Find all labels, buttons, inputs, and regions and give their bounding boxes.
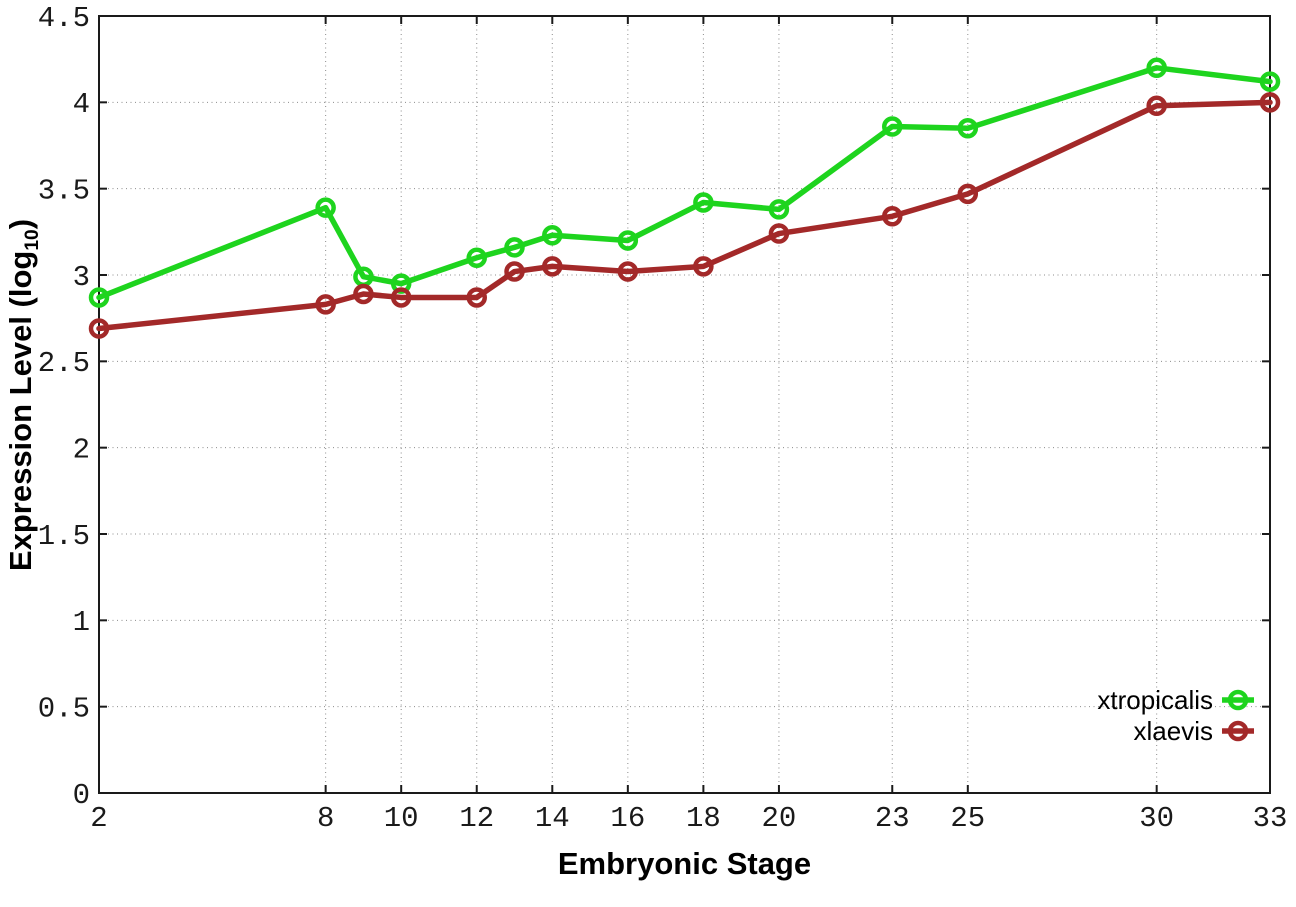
y-axis-title-suffix: ) xyxy=(3,218,38,230)
legend-label-xtropicalis: xtropicalis xyxy=(1097,685,1213,715)
data-point-xlaevis-stage-12 xyxy=(466,287,487,308)
y-tick-label: 3.5 xyxy=(38,175,90,208)
x-tick-label: 30 xyxy=(1139,802,1174,835)
x-tick-label: 23 xyxy=(875,802,910,835)
y-tick-label: 1 xyxy=(73,606,90,639)
x-tick-label: 8 xyxy=(317,802,334,835)
data-point-xlaevis-stage-8 xyxy=(315,294,336,315)
x-tick-label: 2 xyxy=(90,802,107,835)
data-point-xtropicalis-stage-20 xyxy=(768,199,790,220)
data-point-xtropicalis-stage-2 xyxy=(88,287,110,308)
data-point-xlaevis-stage-30 xyxy=(1146,95,1167,117)
x-tick-label: 25 xyxy=(950,802,985,835)
data-point-xtropicalis-stage-16 xyxy=(617,230,639,251)
data-point-xlaevis-stage-2 xyxy=(88,318,110,339)
y-tick-label: 1.5 xyxy=(38,520,90,553)
x-tick-label: 33 xyxy=(1253,802,1288,835)
data-point-xtropicalis-stage-33 xyxy=(1259,71,1281,92)
y-tick-label: 4 xyxy=(73,88,90,121)
data-point-xlaevis-stage-23 xyxy=(882,206,903,227)
y-axis-title: Expression Level (log10) xyxy=(3,195,43,595)
data-point-xtropicalis-stage-23 xyxy=(882,116,903,137)
data-point-xlaevis-stage-18 xyxy=(693,256,714,277)
y-tick-label: 2 xyxy=(73,434,90,467)
data-point-xtropicalis-stage-14 xyxy=(542,225,563,246)
data-point-xlaevis-stage-25 xyxy=(957,183,979,205)
x-tick-label: 20 xyxy=(762,802,797,835)
legend-label-xlaevis: xlaevis xyxy=(1134,716,1213,746)
x-tick-label: 18 xyxy=(686,802,721,835)
x-axis-title: Embryonic Stage xyxy=(557,846,812,881)
data-point-xlaevis-stage-14 xyxy=(542,256,563,277)
data-point-xtropicalis-stage-18 xyxy=(693,192,714,213)
x-tick-label: 16 xyxy=(610,802,645,835)
y-tick-label: 2.5 xyxy=(38,347,90,380)
data-point-xtropicalis-stage-12 xyxy=(466,247,487,268)
data-point-xtropicalis-stage-13 xyxy=(504,237,525,258)
data-point-xtropicalis-stage-8 xyxy=(315,197,336,218)
y-tick-label: 4.5 xyxy=(38,2,90,35)
data-point-xlaevis-stage-13 xyxy=(504,261,525,282)
plot-border xyxy=(98,15,1271,794)
data-point-xlaevis-stage-20 xyxy=(768,223,790,244)
y-tick-label: 0.5 xyxy=(38,693,90,726)
data-point-xlaevis-stage-9 xyxy=(353,283,374,305)
y-tick-label: 3 xyxy=(73,261,90,294)
data-point-xtropicalis-stage-25 xyxy=(957,117,979,139)
data-point-xlaevis-stage-16 xyxy=(617,261,639,282)
series-line-xlaevis xyxy=(96,99,1273,332)
x-tick-label: 10 xyxy=(384,802,419,835)
x-tick-label: 14 xyxy=(535,802,570,835)
legend-marker-xtropicalis xyxy=(1227,689,1249,711)
y-tick-label: 0 xyxy=(73,779,90,812)
data-point-xlaevis-stage-10 xyxy=(390,287,412,308)
data-point-xlaevis-stage-33 xyxy=(1259,92,1281,113)
legend-marker-xlaevis xyxy=(1227,720,1249,742)
x-tick-label: 12 xyxy=(459,802,494,835)
y-axis-title-subscript: 10 xyxy=(22,229,44,251)
data-point-xtropicalis-stage-30 xyxy=(1146,57,1167,79)
y-axis-title-text: Expression Level (log xyxy=(3,250,38,572)
